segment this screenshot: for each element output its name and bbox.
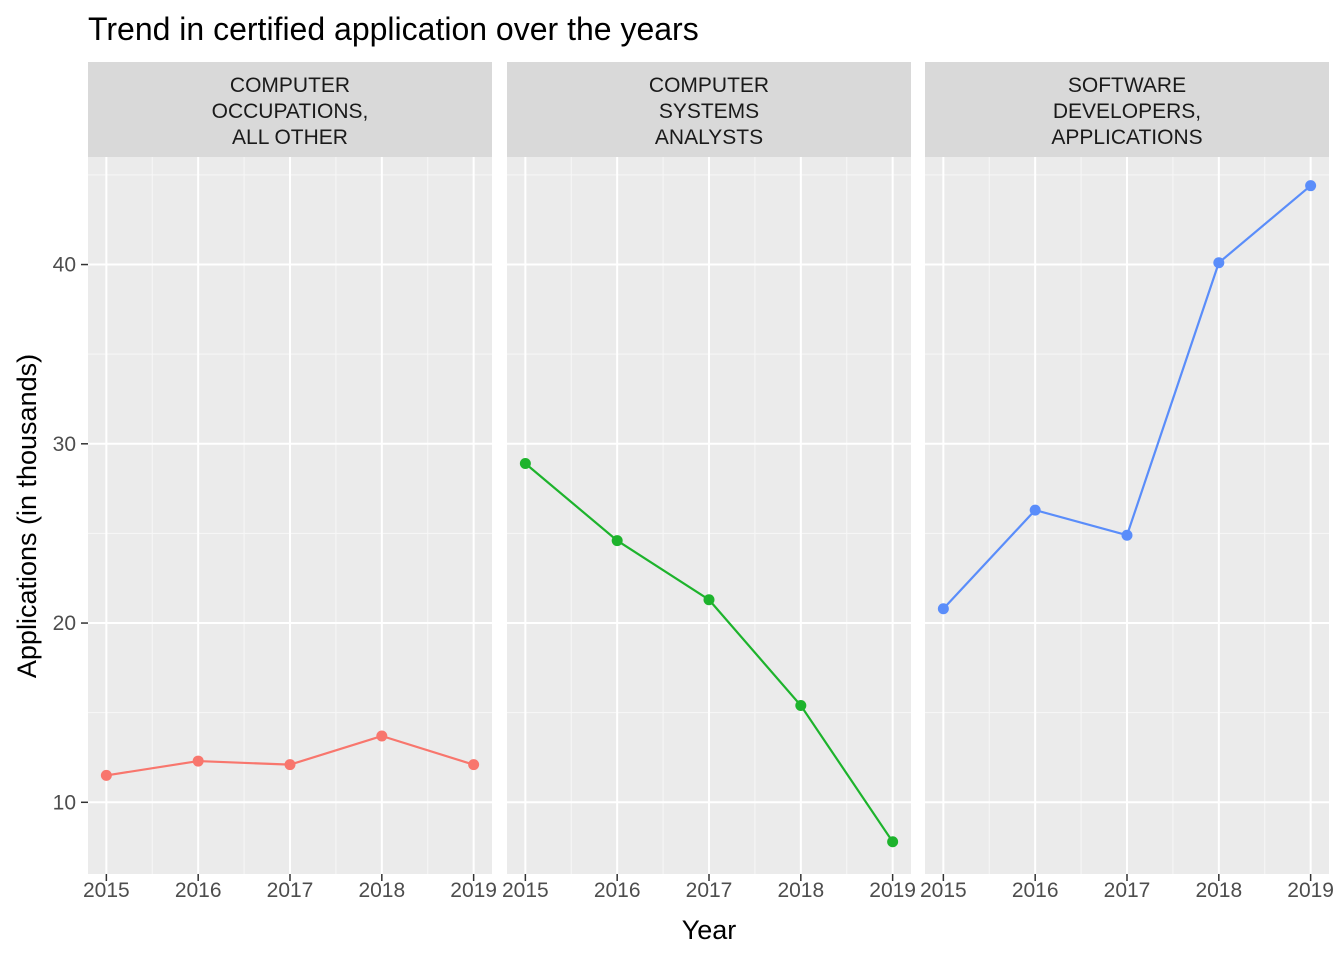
data-point xyxy=(703,594,715,606)
data-point xyxy=(192,755,204,767)
x-tick-label: 2019 xyxy=(450,879,497,902)
x-tick-label: 2018 xyxy=(1195,879,1242,902)
x-tick-label: 2016 xyxy=(175,879,222,902)
data-point xyxy=(376,730,388,742)
facet-strip-label: ALL OTHER xyxy=(232,126,348,149)
x-tick-label: 2016 xyxy=(1012,879,1059,902)
x-tick-label: 2019 xyxy=(1287,879,1334,902)
x-axis-title: Year xyxy=(682,915,737,945)
chart-title: Trend in certified application over the … xyxy=(88,11,699,47)
y-tick-label: 20 xyxy=(53,612,76,635)
data-point xyxy=(1121,529,1133,541)
data-point xyxy=(468,759,480,771)
facet-strip xyxy=(925,62,1329,157)
facet-strip xyxy=(507,62,911,157)
data-point xyxy=(1213,257,1225,269)
facet-strip-label: COMPUTER xyxy=(649,74,769,97)
data-point xyxy=(284,759,296,771)
y-tick-label: 40 xyxy=(53,254,76,277)
facet-panel: SOFTWARE DEVELOPERS, APPLICATIONS 2015 2016 2… xyxy=(920,62,1334,902)
x-tick-label: 2016 xyxy=(594,879,641,902)
facet-strip-label: ANALYSTS xyxy=(655,126,763,149)
facet-strip-label: SOFTWARE xyxy=(1068,74,1186,97)
data-point xyxy=(887,836,899,848)
data-point xyxy=(1029,504,1041,516)
x-tick-label: 2015 xyxy=(920,879,967,902)
data-point xyxy=(100,769,112,781)
x-tick-label: 2018 xyxy=(358,879,405,902)
y-tick-label: 30 xyxy=(53,433,76,456)
x-tick-label: 2018 xyxy=(777,879,824,902)
facet-strip-label: DEVELOPERS, xyxy=(1053,100,1201,123)
x-tick-label: 2015 xyxy=(502,879,549,902)
data-point xyxy=(611,535,623,547)
data-point xyxy=(795,700,807,712)
facet-strip xyxy=(88,62,492,157)
facet-panels: COMPUTER OCCUPATIONS, ALL OTHER 2015 2016 201… xyxy=(83,62,1334,902)
data-point xyxy=(937,603,949,615)
facet-panel: COMPUTER OCCUPATIONS, ALL OTHER 2015 2016 201… xyxy=(83,62,497,902)
facet-strip-label: SYSTEMS xyxy=(659,100,759,123)
y-axis: 10 20 30 40 xyxy=(53,254,88,814)
y-axis-title: Applications (in thousands) xyxy=(12,354,42,678)
x-tick-label: 2015 xyxy=(83,879,130,902)
x-tick-label: 2019 xyxy=(869,879,916,902)
facet-strip-label: OCCUPATIONS, xyxy=(212,100,369,123)
facet-strip-label: APPLICATIONS xyxy=(1051,126,1202,149)
facet-strip-label: COMPUTER xyxy=(230,74,350,97)
y-tick-label: 10 xyxy=(53,791,76,814)
data-point xyxy=(519,458,531,470)
x-tick-label: 2017 xyxy=(267,879,314,902)
x-tick-label: 2017 xyxy=(686,879,733,902)
data-point xyxy=(1305,180,1317,192)
facet-panel: COMPUTER SYSTEMS ANALYSTS 2015 2016 2017 2018 2… xyxy=(502,62,916,902)
x-tick-label: 2017 xyxy=(1104,879,1151,902)
